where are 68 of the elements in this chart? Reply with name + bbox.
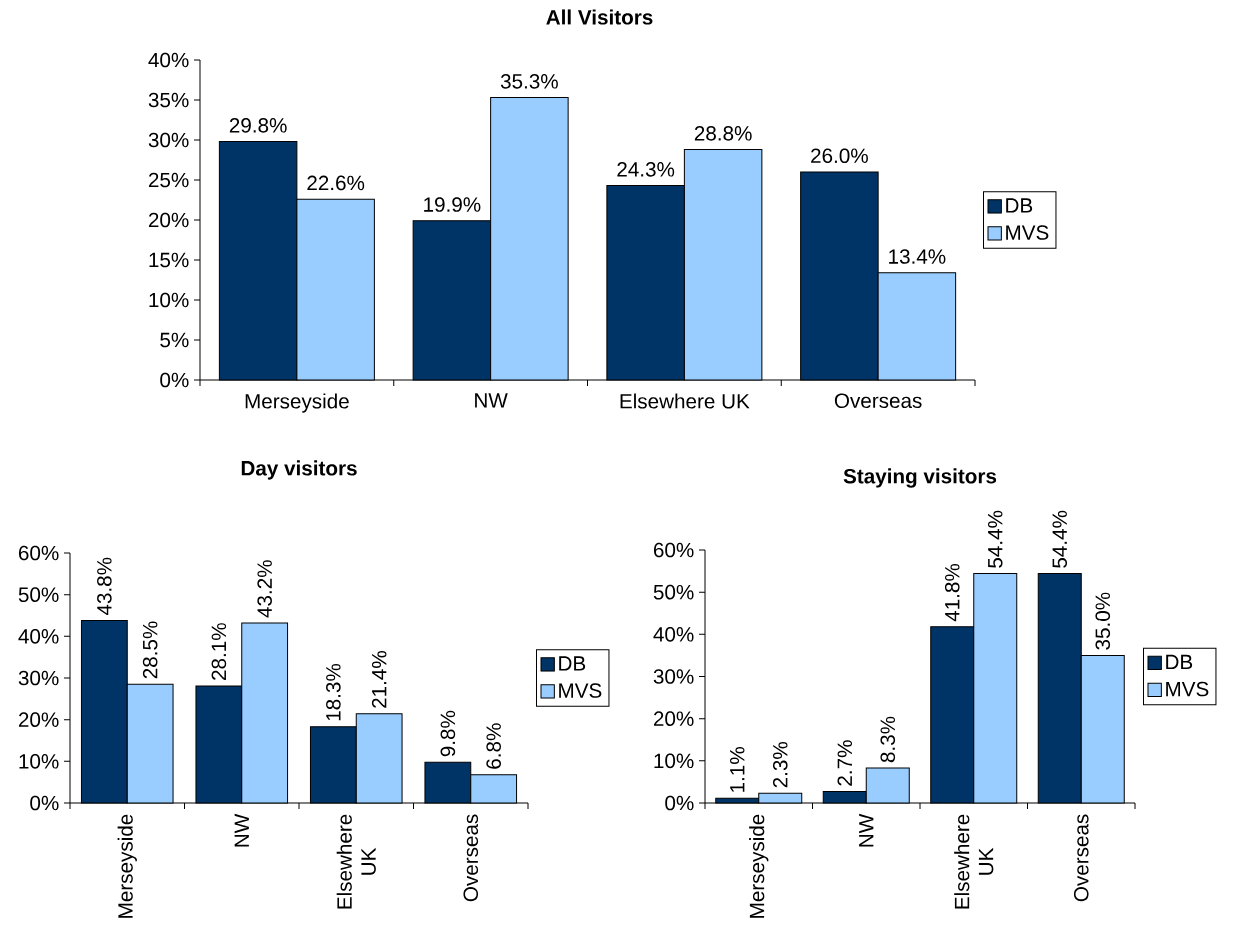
- data-label: 28.1%: [211, 623, 227, 680]
- y-tick-label: 40%: [18, 629, 59, 644]
- y-tick-label: 5%: [160, 332, 189, 348]
- data-label: 19.9%: [424, 197, 481, 212]
- y-tick-label: 15%: [149, 252, 189, 268]
- x-tick-label: NW: [475, 393, 508, 408]
- x-tick-label: Overseas: [1073, 814, 1089, 902]
- legend-label: MVS: [1166, 681, 1209, 697]
- chart-title: Staying visitors: [843, 468, 997, 488]
- x-tick-label: Elsewhere UK: [620, 393, 750, 409]
- data-label: 29.8%: [229, 118, 287, 133]
- y-tick-label: 60%: [18, 545, 59, 561]
- legend-label: MVS: [559, 683, 602, 698]
- y-tick-label: 25%: [148, 172, 189, 188]
- y-tick-label: 30%: [18, 670, 59, 686]
- data-label: 35.3%: [500, 74, 558, 89]
- data-label: 18.3%: [326, 663, 341, 721]
- data-label: 54.4%: [1052, 510, 1068, 568]
- data-label: 13.4%: [889, 249, 946, 264]
- legend-label: DB: [1166, 654, 1193, 670]
- x-tick-label: Elsewhere UK: [336, 814, 376, 909]
- legend-label: DB: [559, 656, 586, 671]
- data-label: 28.8%: [694, 126, 752, 141]
- data-label: 22.6%: [307, 175, 365, 191]
- chart-title: Day visitors: [241, 460, 357, 480]
- y-tick-label: 50%: [18, 587, 59, 602]
- chart-title: All Visitors: [546, 9, 653, 25]
- data-label: 41.8%: [944, 563, 960, 622]
- data-label: 1.1%: [730, 747, 745, 792]
- y-tick-label: 40%: [653, 627, 694, 642]
- x-tick-label: Merseyside: [117, 814, 137, 918]
- x-tick-label: Overseas: [834, 393, 922, 409]
- y-tick-label: 40%: [148, 52, 189, 68]
- y-tick-label: 20%: [18, 712, 59, 727]
- data-label: 43.8%: [97, 557, 112, 616]
- y-tick-label: 10%: [19, 754, 59, 769]
- x-tick-label: NW: [859, 813, 874, 847]
- legend-label: DB: [1006, 198, 1033, 213]
- y-tick-label: 10%: [654, 753, 694, 769]
- data-label: 2.7%: [837, 740, 853, 786]
- x-tick-label: NW: [234, 813, 249, 847]
- y-tick-label: 10%: [149, 292, 189, 308]
- y-tick-label: 30%: [653, 669, 694, 684]
- data-label: 26.0%: [811, 148, 868, 164]
- legend-label: MVS: [1006, 225, 1049, 240]
- data-label: 35.0%: [1095, 592, 1111, 650]
- y-tick-label: 0%: [160, 372, 189, 388]
- data-label: 21.4%: [371, 651, 387, 708]
- y-tick-label: 50%: [653, 584, 694, 600]
- y-tick-label: 20%: [653, 711, 694, 726]
- y-tick-label: 60%: [653, 542, 694, 558]
- data-label: 6.8%: [486, 723, 501, 769]
- y-tick-label: 0%: [665, 795, 694, 811]
- y-tick-label: 35%: [148, 92, 189, 108]
- y-tick-label: 20%: [148, 212, 189, 228]
- x-tick-label: Elsewhere UK: [954, 814, 994, 909]
- x-tick-label: Merseyside: [749, 814, 769, 918]
- y-tick-label: 0%: [30, 795, 59, 811]
- x-tick-label: Merseyside: [245, 393, 349, 413]
- data-label: 54.4%: [987, 510, 1003, 568]
- y-tick-label: 30%: [148, 132, 189, 148]
- data-label: 43.2%: [257, 560, 272, 618]
- data-label: 2.3%: [772, 742, 788, 788]
- data-label: 9.8%: [440, 710, 456, 757]
- data-label: 24.3%: [617, 162, 675, 177]
- data-label: 8.3%: [880, 716, 896, 763]
- data-label: 28.5%: [142, 621, 158, 679]
- x-tick-label: Overseas: [463, 814, 479, 902]
